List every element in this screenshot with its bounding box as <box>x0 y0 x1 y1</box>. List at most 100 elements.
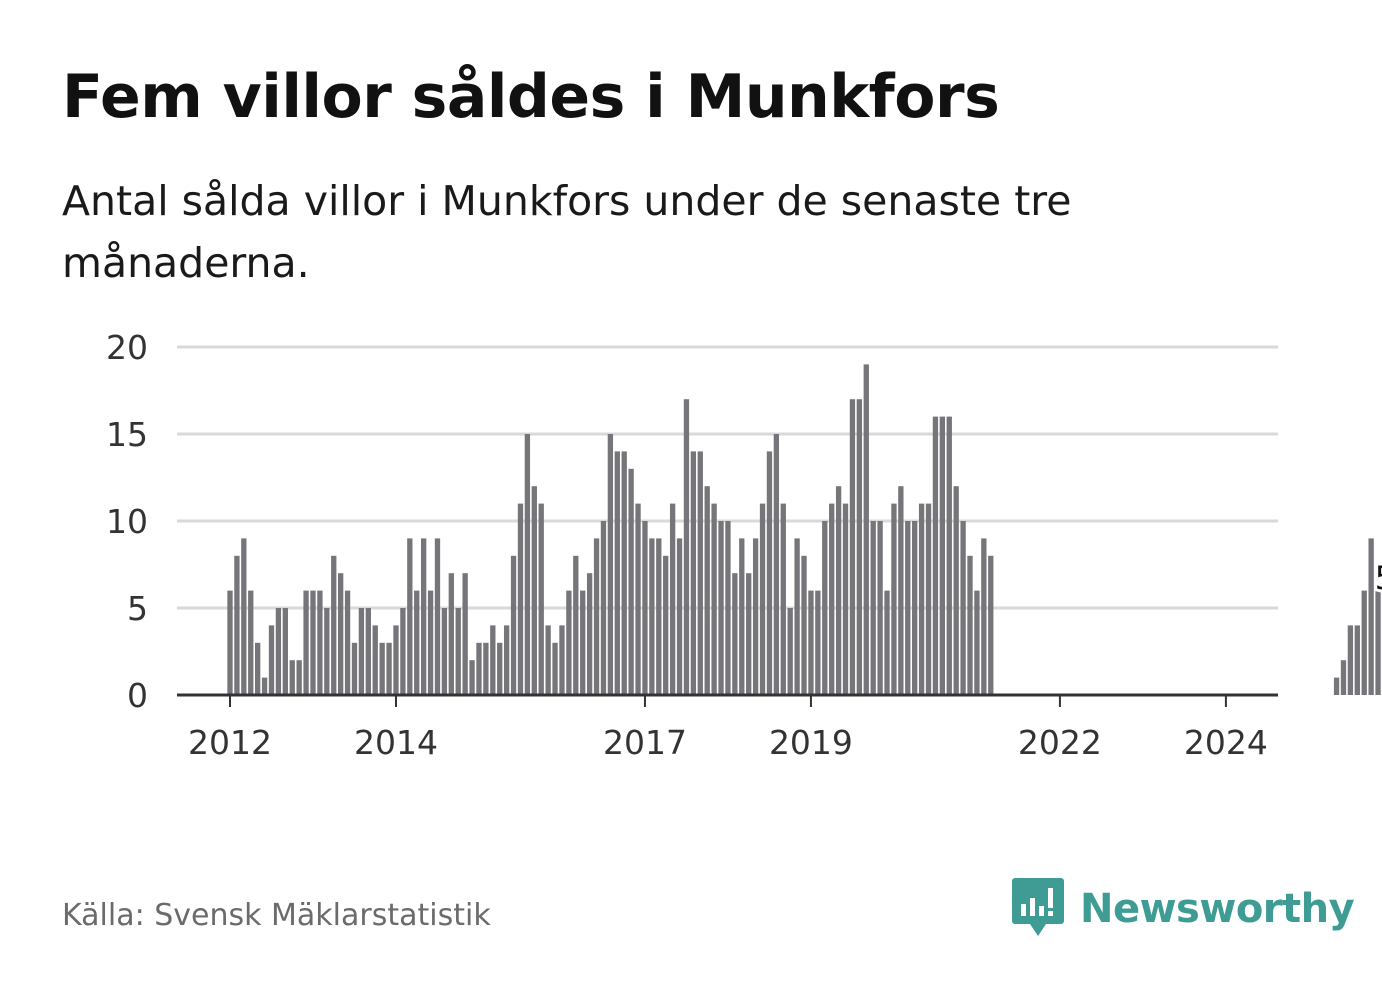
bar <box>891 503 897 695</box>
newsworthy-logo-icon <box>1012 878 1064 936</box>
bar <box>1354 625 1360 695</box>
bar <box>303 590 309 695</box>
bar <box>538 503 544 695</box>
y-tick-label: 5 <box>127 589 148 628</box>
bar <box>829 503 835 695</box>
bar <box>787 608 793 695</box>
bar <box>414 590 420 695</box>
bar <box>365 608 371 695</box>
bar <box>351 642 358 695</box>
bar <box>268 625 275 695</box>
bar <box>642 521 648 695</box>
bar <box>255 642 261 695</box>
bar <box>372 625 378 695</box>
y-tick-label: 20 <box>106 328 148 367</box>
bar <box>462 573 468 695</box>
bar <box>732 573 738 695</box>
bar <box>939 416 946 695</box>
bar <box>1347 625 1354 695</box>
bar <box>469 660 475 695</box>
bar <box>331 555 337 695</box>
bar <box>656 538 662 695</box>
x-tick-label: 2012 <box>188 723 272 762</box>
bar <box>925 503 932 695</box>
bar <box>842 503 849 695</box>
bar <box>711 503 717 695</box>
bar <box>573 555 579 695</box>
bar <box>635 503 641 695</box>
bar <box>420 538 427 695</box>
bar <box>248 590 254 695</box>
bar <box>780 503 786 695</box>
chart-subtitle: Antal sålda villor i Munkfors under de s… <box>62 177 1072 287</box>
bar <box>649 538 655 695</box>
bar <box>932 416 939 695</box>
bar <box>1333 677 1340 695</box>
bar <box>697 451 703 695</box>
bar <box>234 555 240 695</box>
bar <box>455 608 461 695</box>
brand-name: Newsworthy <box>1080 886 1355 932</box>
bar <box>337 573 344 695</box>
bar <box>815 590 821 695</box>
bar <box>586 573 593 695</box>
bar <box>718 521 724 695</box>
bar <box>739 538 745 695</box>
x-tick-label: 2024 <box>1184 723 1268 762</box>
bar <box>725 521 731 695</box>
bar <box>427 590 434 695</box>
bar <box>981 538 987 695</box>
bar <box>884 590 890 695</box>
bar <box>856 399 863 695</box>
bar <box>752 538 759 695</box>
x-tick-label: 2019 <box>769 723 853 762</box>
bar <box>1340 660 1347 695</box>
bar <box>960 521 966 695</box>
bar <box>393 625 399 695</box>
bar <box>663 555 669 695</box>
bar <box>600 521 607 695</box>
bar <box>967 555 973 695</box>
bar <box>344 590 351 695</box>
bar <box>227 590 233 695</box>
bar <box>628 468 634 695</box>
bar <box>580 590 586 695</box>
bar <box>905 521 911 695</box>
bar <box>289 660 295 695</box>
bar <box>676 538 683 695</box>
bar <box>877 521 883 695</box>
bar <box>849 399 856 695</box>
bar <box>704 486 710 695</box>
bar <box>545 625 551 695</box>
bar <box>746 573 752 695</box>
bar <box>483 642 489 695</box>
bar <box>358 608 365 695</box>
bar-chart: 0 5 10 15 20 2012 2014 2017 2019 2022 2024 5 <box>106 328 1382 762</box>
bar <box>324 608 330 695</box>
bar <box>524 434 531 695</box>
bar <box>759 503 766 695</box>
bar <box>621 451 627 695</box>
bar <box>261 677 268 695</box>
bar <box>476 642 482 695</box>
bar <box>863 364 869 695</box>
bar <box>870 521 876 695</box>
bar <box>912 521 918 695</box>
bar <box>448 573 454 695</box>
chart-title: Fem villor såldes i Munkfors <box>62 62 1000 132</box>
bar <box>918 503 925 695</box>
bar <box>497 642 503 695</box>
bar <box>607 434 614 695</box>
x-tick-label: 2017 <box>603 723 687 762</box>
bar <box>379 642 385 695</box>
y-tick-label: 15 <box>106 415 148 454</box>
bar <box>517 503 524 695</box>
bar <box>953 486 959 695</box>
highlight-value-label: 5 <box>1375 559 1382 597</box>
bar <box>690 451 697 695</box>
bar <box>669 503 676 695</box>
bar <box>317 590 323 695</box>
bar <box>490 625 496 695</box>
bar <box>441 608 448 695</box>
bar <box>808 590 814 695</box>
